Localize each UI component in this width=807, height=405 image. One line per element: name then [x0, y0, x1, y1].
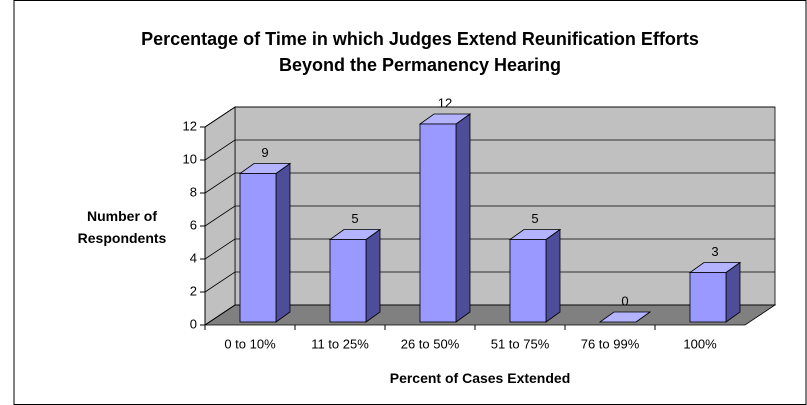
x-axis-label: Percent of Cases Extended	[389, 370, 571, 386]
y-tick-label: 10	[183, 151, 197, 166]
y-tick-label: 8	[190, 184, 197, 199]
bar	[509, 239, 547, 323]
bar	[419, 123, 457, 323]
grid-line	[204, 205, 775, 227]
data-label: 3	[711, 244, 718, 259]
grid-line	[204, 304, 775, 326]
bar-side	[545, 228, 561, 323]
x-tick-label: 11 to 25%	[311, 336, 369, 351]
y-tick-label: 0	[190, 316, 197, 331]
bar-side	[275, 162, 291, 323]
y-tick-label: 6	[190, 217, 197, 232]
x-tick-label: 100%	[683, 336, 717, 351]
bar-side	[455, 113, 471, 323]
data-label: 0	[621, 293, 628, 308]
data-label: 5	[351, 211, 358, 226]
grid-line	[204, 172, 775, 194]
x-tick-label: 76 to 99%	[581, 336, 640, 351]
plot: 0 2 4 6 8 10 12 0 to 10% 9 11 to 25% 5 26 to 50% 12 5…	[183, 95, 777, 351]
chart-title: Percentage of Time in which Judges Exten…	[141, 29, 699, 75]
bar	[329, 239, 367, 323]
data-label: 12	[438, 95, 452, 110]
floor	[203, 304, 777, 326]
grid-line	[204, 271, 775, 293]
x-tick-label: 51 to 75%	[491, 336, 550, 351]
data-label: 5	[531, 211, 538, 226]
y-axis-label: Number of Respondents	[77, 208, 167, 246]
grid-line	[204, 238, 775, 260]
y-tick-label: 12	[183, 118, 197, 133]
data-label: 9	[261, 145, 268, 160]
grid-line	[204, 106, 775, 128]
y-tick-label: 4	[190, 250, 197, 265]
y-tick-label: 2	[190, 283, 197, 298]
x-tick-label: 0 to 10%	[224, 336, 276, 351]
bar-side	[365, 228, 381, 323]
x-tick-label: 26 to 50%	[401, 336, 460, 351]
bar	[239, 173, 277, 323]
grid-line	[204, 139, 775, 161]
bar	[689, 272, 727, 323]
bar-top	[598, 311, 652, 323]
